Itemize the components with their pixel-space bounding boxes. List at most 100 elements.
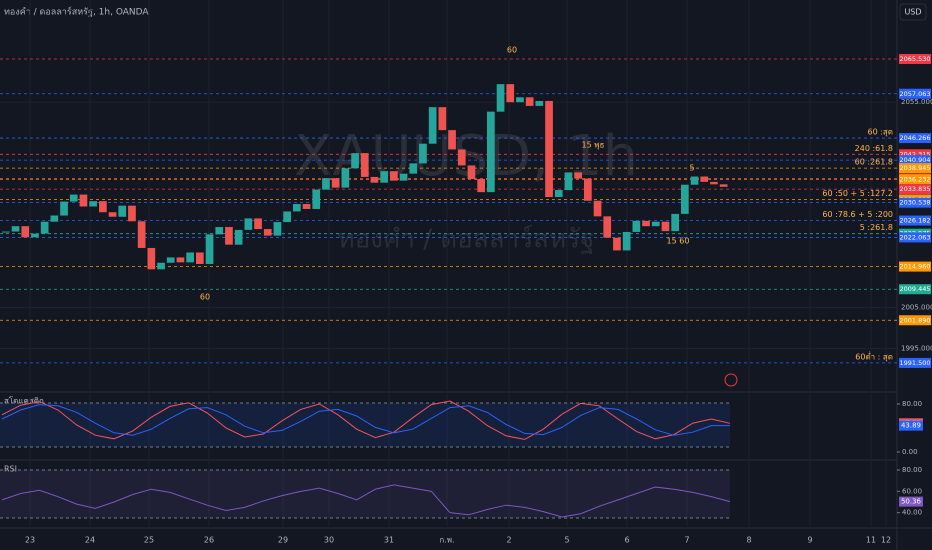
candle [31, 233, 39, 238]
x-tick-label: 26 [204, 536, 214, 545]
price-tag-label: 2040.904 [899, 156, 930, 164]
price-tag [899, 261, 931, 272]
level-note: 60ต่ำ : สุด [855, 350, 893, 361]
value-tag [899, 496, 923, 507]
value-tag-label: 43.89 [901, 422, 921, 430]
candle [554, 190, 563, 198]
x-tick-label: 5 [564, 536, 569, 545]
candle [341, 168, 350, 188]
price-tag [899, 53, 931, 64]
candle [196, 252, 204, 264]
watermark-subtitle: ทองคำ / ดอลลาร์สหรัฐ [338, 225, 595, 255]
candle [690, 176, 699, 185]
panel-title: RSI [4, 465, 17, 474]
candle [89, 201, 97, 207]
price-tag [899, 357, 931, 368]
indicator-line [1, 484, 731, 518]
price-tag-label: 2014.960 [899, 263, 930, 271]
x-tick-label: ก.พ. [439, 536, 454, 545]
chart-title: ทองคำ / ดอลลาร์สหรัฐ, 1h, OANDA [4, 6, 149, 18]
candle [215, 227, 224, 235]
x-tick-label: 9 [807, 536, 812, 545]
candle [457, 149, 466, 166]
level-note: 60 :50 + 5 :127.2 [822, 189, 893, 198]
candle [477, 178, 485, 193]
candle [234, 229, 243, 245]
candle [642, 220, 650, 227]
candle [545, 100, 553, 198]
price-tag [899, 215, 931, 226]
price-tag [899, 133, 931, 144]
candle [622, 231, 631, 251]
x-tick-label: 29 [278, 536, 288, 545]
candle [225, 227, 233, 245]
candle [360, 153, 369, 177]
candle [312, 189, 321, 209]
price-tag-label: 1991.500 [899, 359, 930, 367]
candle [263, 229, 272, 236]
candle [273, 222, 282, 236]
price-tag [899, 88, 931, 99]
y-tick-label: 1995.000 [901, 345, 932, 353]
candle [128, 205, 136, 222]
alert-icon[interactable] [724, 373, 738, 387]
candle [137, 221, 146, 248]
annotation: 15 60 [667, 237, 690, 246]
price-tag-label: 2065.530 [899, 55, 930, 63]
candle [525, 97, 534, 106]
y-tick-label: 60.00 [902, 487, 922, 495]
y-tick-label: 2005.000 [901, 303, 932, 311]
candle [40, 221, 49, 234]
currency-button[interactable] [899, 3, 927, 21]
candle [419, 143, 427, 164]
indicator-line [1, 400, 731, 440]
price-tag [899, 284, 931, 295]
indicator-band [0, 403, 730, 447]
candle [710, 181, 718, 185]
price-tag-label: 2030.538 [899, 199, 930, 207]
candle [118, 205, 127, 217]
price-tag-label: 2036.232 [899, 175, 930, 183]
candle [166, 257, 175, 263]
x-tick-label: 8 [746, 536, 751, 545]
y-tick-label: 2055.000 [901, 98, 932, 106]
annotation: 5 [689, 164, 694, 173]
indicator-band [0, 470, 730, 518]
price-tag [899, 149, 931, 160]
y-tick-label: 0.00 [902, 448, 918, 456]
y-tick-label: 80.00 [902, 400, 922, 408]
price-tag-label: 2001.890 [899, 316, 930, 324]
annotation: 60 [200, 293, 210, 302]
y-tick-label: 80.00 [902, 466, 922, 474]
candle [390, 171, 398, 181]
candle [603, 216, 612, 238]
candle [108, 212, 117, 217]
x-tick-label: 23 [25, 536, 35, 545]
candle [293, 204, 301, 212]
candle [205, 234, 214, 264]
price-tag-label: 2046.266 [899, 134, 930, 142]
level-note: 60 :78.6 + 5 :200 [822, 210, 893, 219]
candle [613, 237, 621, 251]
candle [244, 218, 253, 230]
candle [496, 84, 505, 112]
x-tick-label: 24 [85, 536, 95, 545]
candle [651, 221, 660, 227]
candle [186, 252, 194, 263]
price-tag [899, 163, 931, 174]
currency[interactable]: USD [904, 8, 921, 17]
candle [2, 231, 10, 233]
price-tag-label: 2038.945 [899, 164, 930, 172]
candle [506, 84, 515, 103]
price-tag-label: 2022.063 [899, 233, 930, 241]
price-tag-label: 2009.445 [899, 285, 930, 293]
candle [60, 201, 68, 216]
candle [671, 213, 679, 232]
candle [516, 97, 524, 103]
annotation: 60 [507, 46, 517, 55]
candle [632, 220, 641, 232]
candle [661, 221, 670, 232]
candle [79, 194, 88, 207]
annotation: 15 พุธ [582, 141, 605, 150]
